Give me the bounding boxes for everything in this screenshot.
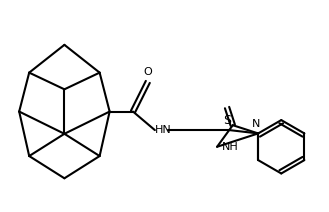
Text: HN: HN bbox=[155, 125, 172, 135]
Text: S: S bbox=[223, 114, 231, 127]
Text: NH: NH bbox=[221, 142, 238, 152]
Text: N: N bbox=[252, 119, 261, 129]
Text: O: O bbox=[143, 67, 152, 77]
